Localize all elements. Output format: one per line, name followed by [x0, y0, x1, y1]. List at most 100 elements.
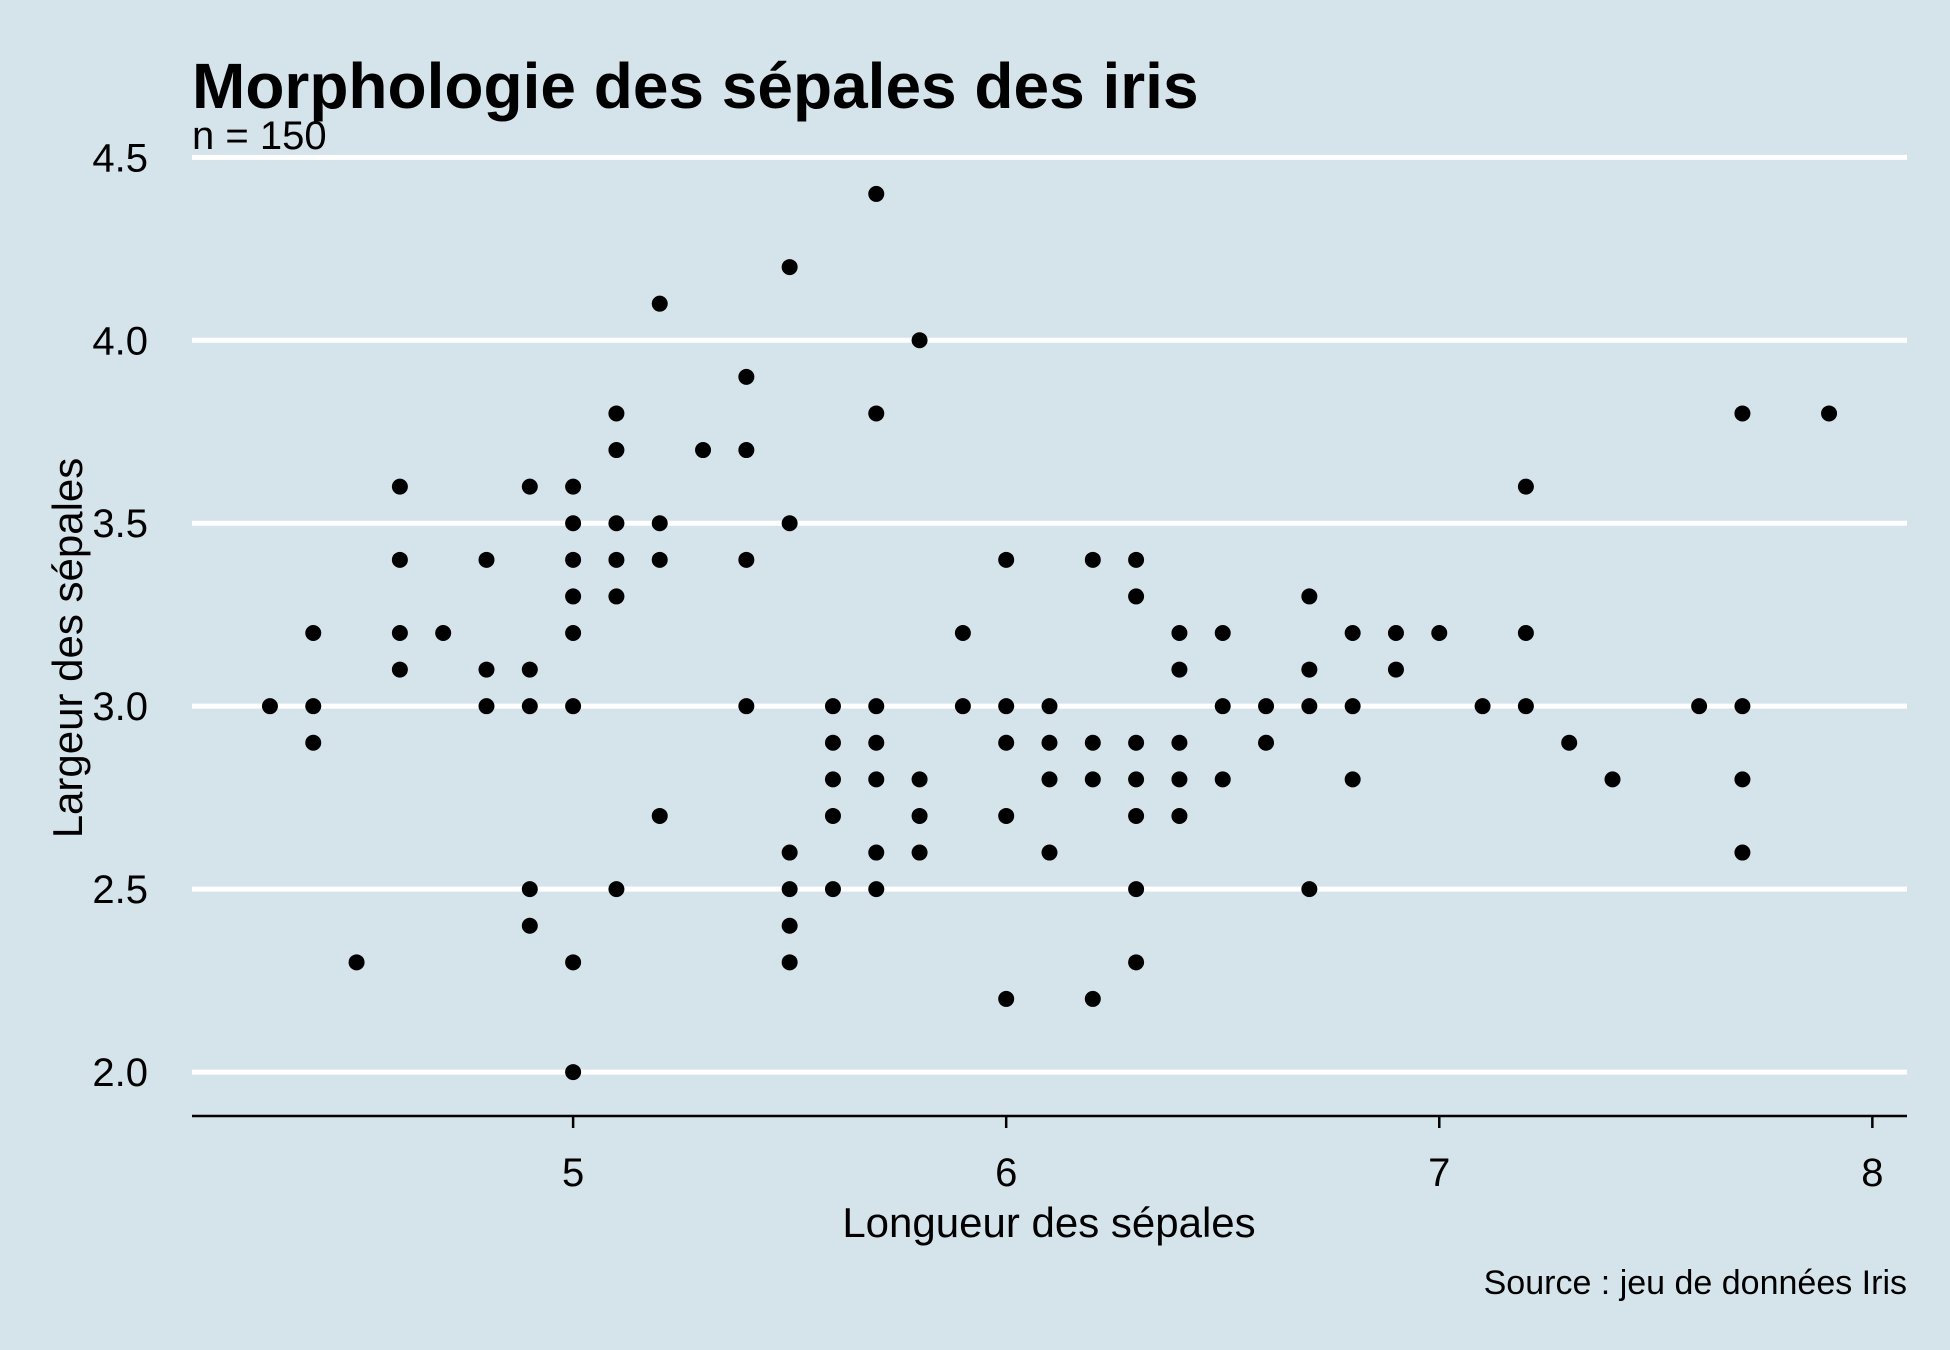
data-point	[565, 954, 582, 971]
data-point	[781, 954, 798, 971]
data-point	[521, 661, 538, 678]
data-point	[521, 698, 538, 715]
data-point	[1171, 807, 1188, 824]
data-point	[998, 551, 1015, 568]
data-point	[738, 442, 755, 459]
data-points	[261, 185, 1838, 1081]
data-point	[824, 881, 841, 898]
data-point	[651, 515, 668, 532]
data-point	[521, 478, 538, 495]
data-point	[1734, 698, 1751, 715]
data-point	[1387, 625, 1404, 641]
data-point	[781, 917, 798, 934]
data-point	[911, 844, 928, 861]
data-point	[435, 625, 452, 641]
x-tick-label: 5	[562, 1151, 584, 1195]
data-point	[1301, 588, 1318, 605]
data-point	[824, 698, 841, 715]
data-point	[911, 771, 928, 788]
data-point	[1171, 661, 1188, 678]
data-point	[781, 515, 798, 532]
data-point	[348, 954, 365, 971]
data-point	[1344, 625, 1361, 641]
data-point	[391, 478, 408, 495]
y-tick-label: 4.5	[92, 136, 148, 180]
data-point	[998, 990, 1015, 1007]
y-tick-label: 2.0	[92, 1051, 148, 1095]
data-point	[608, 442, 625, 459]
chart-caption: Source : jeu de données Iris	[1484, 1264, 1907, 1302]
data-point	[1344, 698, 1361, 715]
data-point	[1171, 734, 1188, 751]
data-point	[651, 295, 668, 312]
data-point	[565, 515, 582, 532]
chart-subtitle: n = 150	[192, 114, 327, 158]
data-point	[521, 917, 538, 934]
data-point	[1517, 478, 1534, 495]
data-point	[868, 771, 885, 788]
data-point	[1128, 954, 1145, 971]
data-point	[1604, 771, 1621, 788]
data-point	[998, 807, 1015, 824]
data-point	[651, 551, 668, 568]
data-point	[911, 807, 928, 824]
data-point	[608, 588, 625, 605]
data-point	[868, 734, 885, 751]
data-point	[1128, 551, 1145, 568]
axes: 2.0 2.5 3.0 3.5 4.0 4.5 5 6 7 8	[92, 136, 1907, 1195]
x-axis-label: Longueur des sépales	[842, 1199, 1255, 1246]
x-tick-label: 6	[995, 1151, 1017, 1195]
data-point	[1258, 734, 1275, 751]
data-point	[1128, 771, 1145, 788]
data-point	[608, 515, 625, 532]
data-point	[478, 551, 495, 568]
data-point	[1734, 771, 1751, 788]
data-point	[565, 698, 582, 715]
data-point	[1214, 698, 1231, 715]
y-tick-label: 3.0	[92, 685, 148, 729]
data-point	[824, 771, 841, 788]
y-tick-label: 4.0	[92, 319, 148, 363]
data-point	[1041, 734, 1058, 751]
data-point	[565, 551, 582, 568]
data-point	[1171, 625, 1188, 641]
data-point	[1734, 844, 1751, 861]
data-point	[781, 844, 798, 861]
data-point	[651, 807, 668, 824]
data-point	[305, 625, 322, 641]
data-point	[1041, 698, 1058, 715]
data-point	[305, 734, 322, 751]
data-point	[954, 625, 971, 641]
y-axis-label: Largeur des sépales	[44, 458, 91, 839]
data-point	[911, 332, 928, 349]
data-point	[608, 551, 625, 568]
data-point	[781, 881, 798, 898]
data-point	[565, 1064, 582, 1081]
data-point	[1041, 844, 1058, 861]
data-point	[565, 478, 582, 495]
data-point	[1171, 771, 1188, 788]
data-point	[998, 734, 1015, 751]
data-point	[478, 698, 495, 715]
data-point	[781, 259, 798, 276]
data-point	[261, 698, 278, 715]
data-point	[565, 588, 582, 605]
data-point	[1128, 734, 1145, 751]
data-point	[1214, 625, 1231, 641]
data-point	[1691, 698, 1708, 715]
data-point	[1517, 698, 1534, 715]
data-point	[608, 881, 625, 898]
data-point	[1084, 990, 1101, 1007]
data-point	[1821, 405, 1838, 422]
data-point	[954, 698, 971, 715]
data-point	[738, 368, 755, 385]
data-point	[1301, 661, 1318, 678]
data-point	[1084, 771, 1101, 788]
data-point	[1258, 698, 1275, 715]
data-point	[305, 698, 322, 715]
data-point	[868, 844, 885, 861]
data-point	[1128, 881, 1145, 898]
data-point	[1474, 698, 1491, 715]
